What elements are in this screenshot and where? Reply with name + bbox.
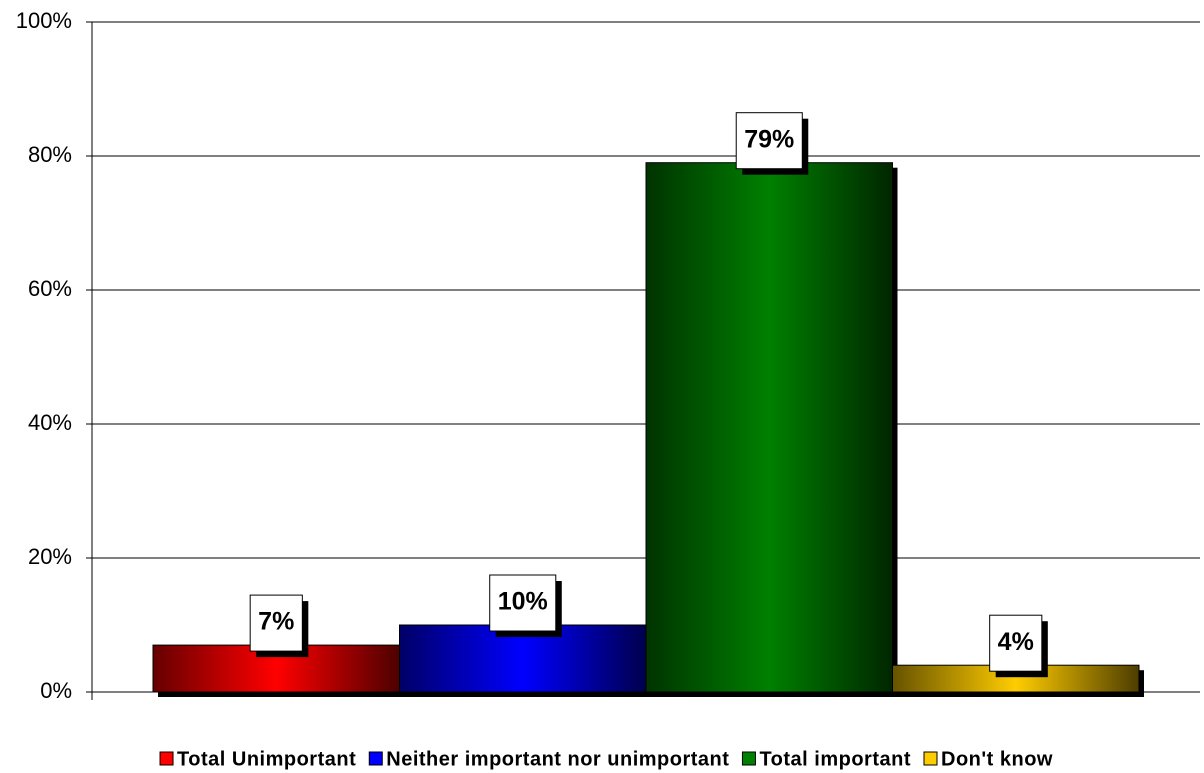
y-tick-label: 80%: [28, 142, 72, 167]
y-tick-label: 100%: [16, 8, 72, 33]
value-label: 79%: [744, 125, 794, 153]
value-label: 7%: [258, 608, 294, 636]
y-tick-label: 60%: [28, 276, 72, 301]
value-label-box: [989, 614, 1043, 672]
value-label: 4%: [998, 628, 1034, 656]
legend-label: Total Unimportant: [177, 748, 356, 770]
y-tick-label: 0%: [40, 678, 72, 703]
legend-marker: [923, 751, 938, 766]
legend-label: Don't know: [941, 748, 1053, 770]
legend-marker: [741, 751, 756, 766]
value-label-box: [735, 112, 803, 170]
legend-label: Total important: [759, 748, 911, 770]
legend-marker: [368, 751, 383, 766]
y-tick-label: 20%: [28, 544, 72, 569]
value-label-box: [249, 594, 303, 652]
bar: [645, 162, 893, 693]
value-label: 10%: [498, 588, 548, 616]
y-tick-label: 40%: [28, 410, 72, 435]
legend-marker: [159, 751, 174, 766]
legend-label: Neither important nor unimportant: [386, 748, 729, 770]
value-label-box: [489, 574, 557, 632]
